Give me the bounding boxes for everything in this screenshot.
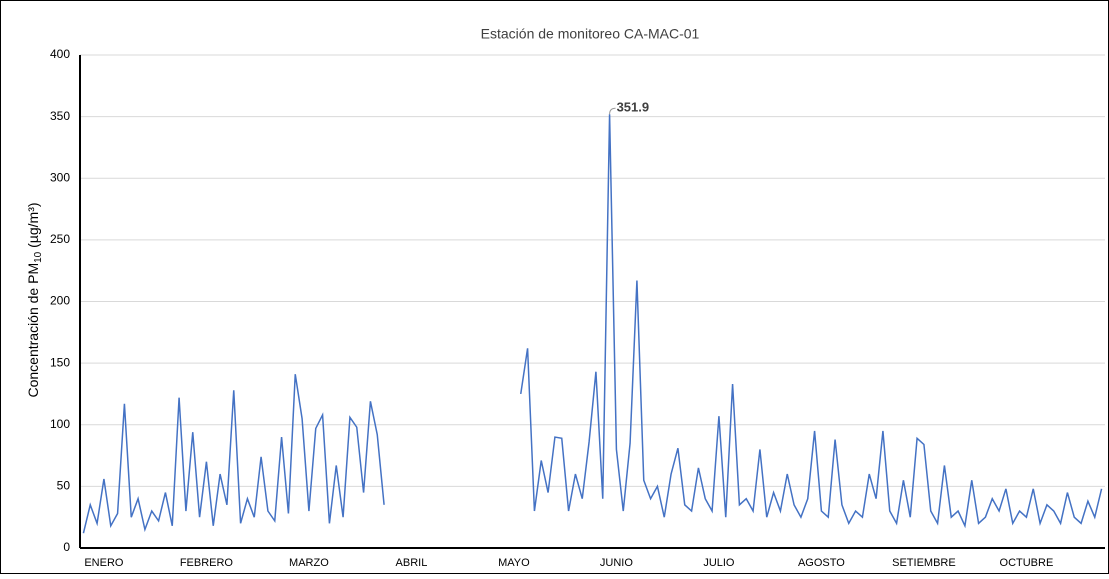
y-tick-label: 150 <box>50 355 70 369</box>
y-tick-label: 350 <box>50 109 70 123</box>
x-tick-label: OCTUBRE <box>1000 557 1054 569</box>
y-label-main: Concentración de PM <box>25 263 41 398</box>
y-tick-label: 300 <box>50 170 70 184</box>
data-line <box>82 114 1103 534</box>
y-tick-label: 0 <box>63 540 70 554</box>
y-tick-label: 200 <box>50 294 70 308</box>
x-tick-label: ABRIL <box>396 557 428 569</box>
label-leader <box>609 107 616 115</box>
x-tick-label: AGOSTO <box>798 557 845 569</box>
x-tick-label: ENERO <box>84 557 124 569</box>
data-label: 351.9 <box>617 100 650 115</box>
y-tick-label: 400 <box>50 47 70 61</box>
y-label-sub: 10 <box>33 251 44 263</box>
x-tick-label: SETIEMBRE <box>892 557 956 569</box>
y-axis-label: Concentración de PM10 (µg/m³) <box>25 202 44 397</box>
x-tick-label: JUNIO <box>600 557 633 569</box>
y-label-unit: (µg/m³) <box>25 202 41 251</box>
x-tick-label: FEBRERO <box>180 557 234 569</box>
x-tick-label: JULIO <box>703 557 735 569</box>
x-tick-label: MARZO <box>289 557 329 569</box>
y-tick-label: 100 <box>50 417 70 431</box>
x-tick-label: MAYO <box>498 557 530 569</box>
y-tick-label: 50 <box>57 479 71 493</box>
chart-title: Estación de monitoreo CA-MAC-01 <box>481 26 700 42</box>
y-tick-label: 250 <box>50 232 70 246</box>
